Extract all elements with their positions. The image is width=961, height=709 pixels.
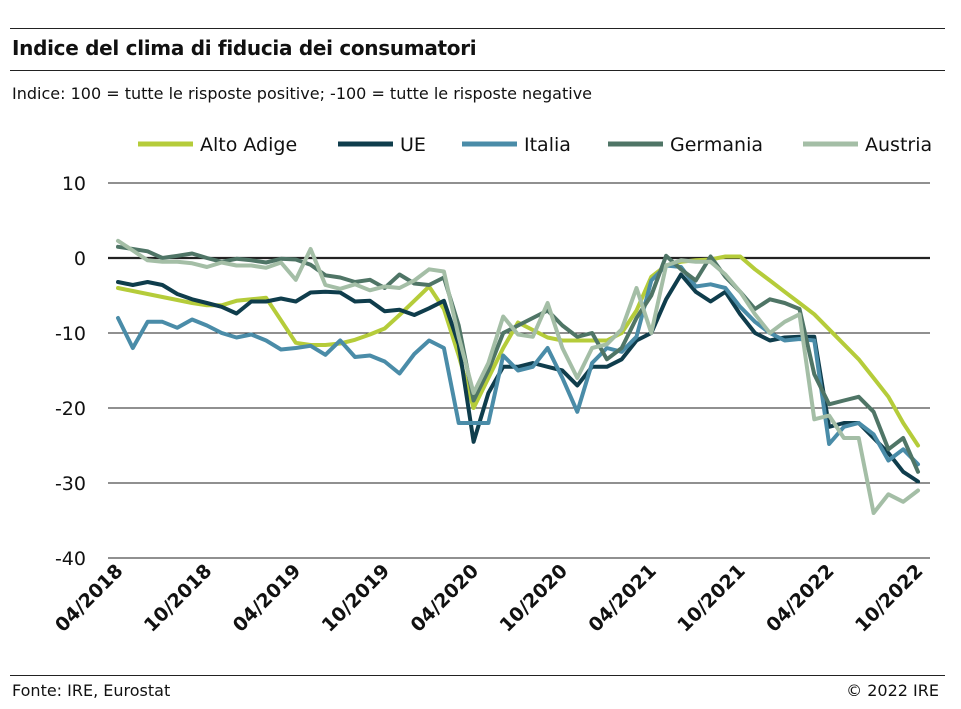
x-tick-label: 04/2019 xyxy=(229,560,306,637)
x-tick-label: 04/2022 xyxy=(762,560,839,637)
y-tick-label: 0 xyxy=(74,248,86,270)
x-tick-label: 10/2022 xyxy=(851,560,928,637)
title-rule xyxy=(10,70,945,71)
x-tick-label: 10/2019 xyxy=(318,560,395,637)
y-tick-label: -10 xyxy=(55,323,86,345)
line-chart: Alto Adige UE Italia Germania Austria 10 0 -10… xyxy=(51,134,932,637)
series-line-ue xyxy=(116,272,920,484)
legend-label: Germania xyxy=(670,134,763,156)
legend-label: Austria xyxy=(865,134,932,156)
y-tick-label: -40 xyxy=(55,548,86,570)
x-tick-label: 04/2018 xyxy=(51,560,128,637)
y-tick-label: 10 xyxy=(62,173,86,195)
x-tick-label: 10/2018 xyxy=(140,560,217,637)
x-tick-label: 10/2021 xyxy=(673,560,750,637)
series-line-alto-adige xyxy=(116,254,920,448)
x-tick-label: 04/2021 xyxy=(584,560,661,637)
y-axis: 10 0 -10 -20 -30 -40 xyxy=(55,173,86,570)
top-rule xyxy=(10,28,945,29)
series-line-italia xyxy=(116,263,920,467)
legend-label: Italia xyxy=(524,134,571,156)
legend-label: Alto Adige xyxy=(200,134,297,156)
chart-subtitle: Indice: 100 = tutte le risposte positive… xyxy=(12,84,593,103)
source-note: Fonte: IRE, Eurostat xyxy=(12,681,171,700)
copyright-note: © 2022 IRE xyxy=(846,681,939,700)
y-tick-label: -30 xyxy=(55,473,86,495)
x-tick-label: 04/2020 xyxy=(407,560,484,637)
series-line-germania xyxy=(116,244,920,474)
chart-title: Indice del clima di fiducia dei consumat… xyxy=(12,36,477,60)
series-line-austria xyxy=(116,238,920,515)
footer-rule xyxy=(10,675,945,676)
series-lines xyxy=(116,238,920,515)
y-tick-label: -20 xyxy=(55,398,86,420)
legend-label: UE xyxy=(400,134,426,156)
x-axis: 04/2018 10/2018 04/2019 10/2019 04/2020 10/20… xyxy=(51,560,928,637)
legend: Alto Adige UE Italia Germania Austria xyxy=(138,134,932,156)
x-tick-label: 10/2020 xyxy=(495,560,572,637)
